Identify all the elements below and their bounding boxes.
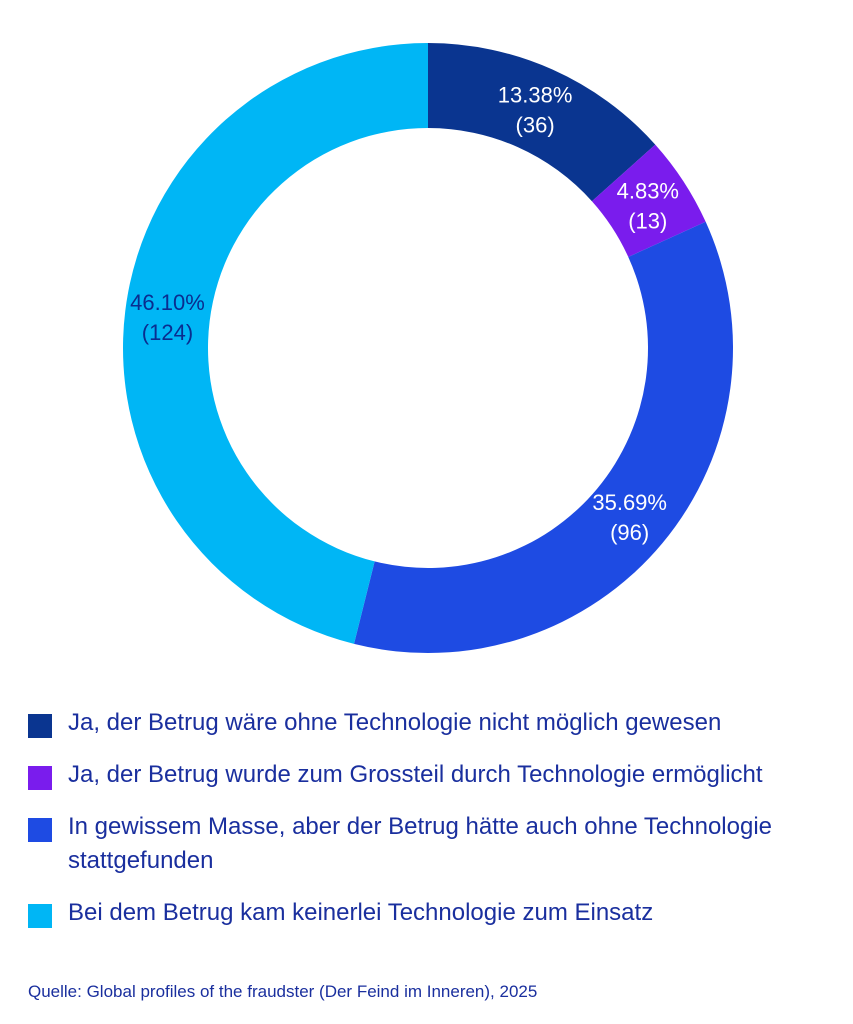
donut-slice-3 bbox=[354, 221, 734, 653]
source-note: Quelle: Global profiles of the fraudster… bbox=[28, 982, 538, 1001]
legend-label: Ja, der Betrug wäre ohne Technologie nic… bbox=[68, 709, 722, 736]
legend-swatch bbox=[28, 766, 52, 790]
slice-count-label: (124) bbox=[142, 320, 193, 345]
slice-percent-label: 35.69% bbox=[592, 490, 667, 515]
slice-count-label: (13) bbox=[628, 209, 667, 234]
slice-percent-label: 46.10% bbox=[130, 290, 205, 315]
legend-label: Bei dem Betrug kam keinerlei Technologie… bbox=[68, 899, 654, 926]
donut-chart: 13.38% (36) 4.83% (13) 35.69% (96) 46.10% (124) bbox=[123, 43, 734, 653]
slice-count-label: (36) bbox=[516, 112, 555, 137]
slice-percent-label: 4.83% bbox=[617, 179, 679, 204]
legend-item: Ja, der Betrug wäre ohne Technologie nic… bbox=[28, 706, 838, 740]
legend-item: Ja, der Betrug wurde zum Grossteil durch… bbox=[28, 758, 838, 792]
legend-item: In gewissem Masse, aber der Betrug hätte… bbox=[28, 810, 838, 878]
donut-slice-2 bbox=[591, 144, 706, 257]
slice-count-label: (96) bbox=[610, 520, 649, 545]
donut-slice-1 bbox=[428, 43, 656, 202]
legend: Ja, der Betrug wäre ohne Technologie nic… bbox=[28, 706, 838, 948]
legend-swatch bbox=[28, 714, 52, 738]
legend-label: In gewissem Masse, aber der Betrug hätte… bbox=[68, 813, 772, 874]
legend-item: Bei dem Betrug kam keinerlei Technologie… bbox=[28, 896, 838, 930]
legend-swatch bbox=[28, 818, 52, 842]
legend-swatch bbox=[28, 904, 52, 928]
donut-slice-4 bbox=[123, 43, 428, 644]
slice-percent-label: 13.38% bbox=[498, 82, 573, 107]
legend-label: Ja, der Betrug wurde zum Grossteil durch… bbox=[68, 761, 763, 788]
